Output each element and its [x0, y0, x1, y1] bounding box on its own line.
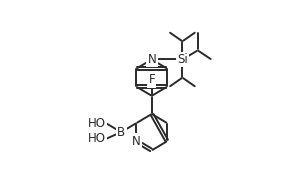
- Text: HO: HO: [88, 132, 106, 145]
- Text: B: B: [117, 126, 125, 139]
- Text: Si: Si: [177, 53, 188, 66]
- Text: N: N: [132, 135, 141, 148]
- Text: HO: HO: [88, 117, 106, 130]
- Text: F: F: [149, 73, 155, 86]
- Text: N: N: [147, 53, 156, 66]
